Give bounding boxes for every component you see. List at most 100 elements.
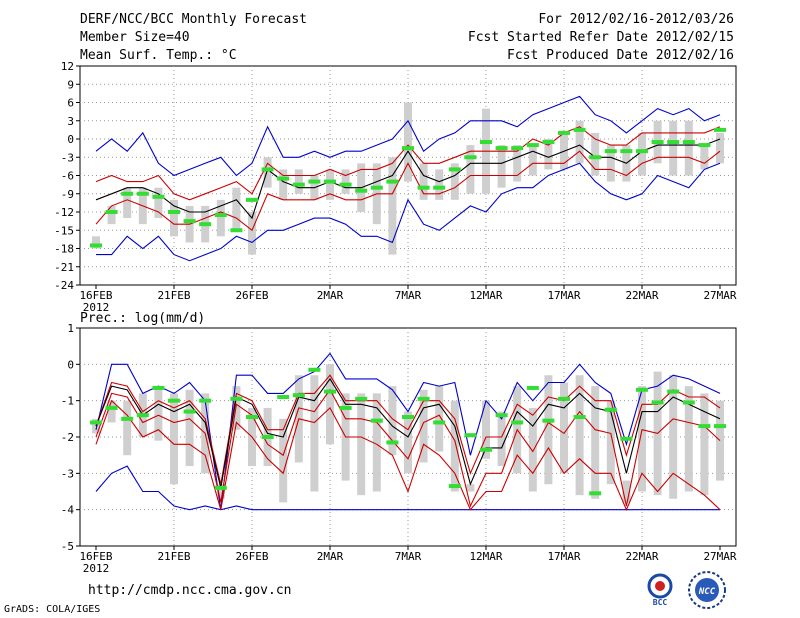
forecast-period: For 2012/02/16-2012/03/26: [538, 12, 734, 27]
temp-ytick-label: -15: [54, 224, 74, 237]
temp-ensemble-box: [216, 199, 225, 237]
prec-upper-line: [95, 374, 721, 485]
prec-xtick-label: 16FEB: [79, 550, 112, 563]
temp-ensemble-box: [248, 212, 256, 255]
prec-observed-marker: [495, 413, 508, 418]
prec-observed-marker: [105, 405, 118, 410]
prec-observed-marker: [651, 400, 664, 405]
member-size: Member Size=40: [80, 30, 190, 45]
temp-observed-marker: [542, 140, 555, 145]
prec-observed-marker: [246, 415, 258, 420]
bcc-logo-text: BCC: [653, 598, 668, 607]
temp-ensemble-box: [528, 145, 537, 176]
prec-observed-marker: [370, 418, 383, 423]
prec-ensemble-box: [482, 400, 490, 459]
temp-ensemble-box: [232, 187, 241, 231]
prec-ensemble-box: [497, 411, 506, 467]
prec-ensemble-box: [170, 393, 178, 485]
temp-observed-marker: [698, 143, 711, 148]
temp-observed-marker: [152, 194, 165, 199]
temp-observed-marker: [402, 146, 414, 151]
prec-ensemble-box: [716, 400, 724, 481]
prec-ytick-label: -2: [61, 431, 74, 444]
prec-observed-marker: [542, 418, 555, 423]
temp-observed-marker: [714, 127, 726, 132]
temp-observed-marker: [620, 149, 633, 154]
forecast-produced-date: Fcst Produced Date 2012/02/16: [507, 48, 734, 63]
temp-observed-marker: [682, 140, 695, 145]
footer-url[interactable]: http://cmdp.ncc.cma.gov.cn: [88, 583, 292, 598]
temp-ensemble-box: [591, 132, 600, 176]
prec-observed-marker: [261, 435, 274, 439]
prec-ensemble-box: [450, 400, 459, 492]
prec-ensemble-box: [528, 407, 537, 492]
prec-observed-marker: [136, 413, 149, 418]
temp-ytick-label: -18: [54, 243, 74, 256]
prec-observed-marker: [558, 396, 570, 401]
prec-observed-marker: [698, 424, 711, 429]
prec-observed-marker: [433, 420, 446, 425]
prec-ensemble-box: [154, 386, 163, 441]
temp-min-line: [96, 162, 721, 262]
temp-observed-marker: [573, 127, 586, 132]
temp-observed-marker: [386, 179, 399, 184]
prec-observed-marker: [682, 400, 695, 405]
prec-ensemble-box: [310, 375, 319, 492]
prec-observed-marker: [526, 385, 539, 390]
prec-observed-marker: [589, 491, 602, 496]
prec-ensemble-box: [466, 484, 475, 492]
prec-ensemble-box: [216, 484, 225, 499]
temp-ensemble-box: [466, 145, 475, 194]
temp-ensemble-box: [388, 157, 397, 255]
prec-observed-marker: [355, 396, 368, 401]
chart-title: DERF/NCC/BCC Monthly Forecast: [80, 12, 307, 27]
prec-observed-marker: [714, 424, 726, 429]
temp-ensemble-box: [154, 187, 163, 219]
temp-observed-marker: [355, 188, 368, 193]
bcc-logo: BCC: [640, 572, 680, 608]
prec-ytick-label: -5: [61, 540, 74, 553]
temp-observed-marker: [526, 143, 539, 148]
temp-observed-marker: [558, 130, 570, 135]
prec-observed-marker: [214, 485, 227, 490]
temp-observed-marker: [495, 146, 508, 151]
temp-lower-line: [95, 150, 721, 232]
temp-ensemble-box: [716, 132, 724, 164]
temp-ensemble-box: [450, 163, 459, 200]
prec-xtick-label: 26FEB: [235, 550, 268, 563]
prec-ensemble-box: [419, 389, 428, 463]
temp-ensemble-box: [435, 169, 444, 200]
bcc-logo-icon: BCC: [647, 573, 673, 607]
temp-observed-marker: [417, 185, 430, 190]
temp-observed-marker: [292, 182, 305, 187]
temp-ensemble-box: [419, 163, 428, 200]
temp-ytick-label: 12: [61, 60, 74, 73]
temp-observed-marker: [667, 140, 680, 145]
temp-ensemble-box: [326, 169, 334, 200]
prec-ensemble-box: [684, 386, 693, 492]
prec-observed-marker: [402, 415, 414, 420]
temp-ytick-label: -3: [61, 151, 74, 164]
temp-ytick-label: 9: [67, 78, 74, 91]
temp-observed-marker: [308, 179, 321, 184]
prec-observed-marker: [448, 484, 461, 489]
temp-observed-marker: [464, 155, 477, 160]
temp-observed-marker: [277, 176, 290, 181]
temp-observed-marker: [511, 146, 524, 151]
prec-xtick-label: 2MAR: [317, 550, 344, 563]
temp-ytick-label: -21: [54, 261, 74, 274]
variable-label: Mean Surf. Temp.: °C: [80, 48, 237, 63]
prec-ensemble-box: [700, 393, 709, 496]
ncc-logo-icon: NCC: [688, 571, 726, 609]
temp-ensemble-box: [404, 102, 412, 182]
temp-ensemble-box: [341, 169, 350, 194]
prec-ensemble-box: [560, 382, 568, 474]
prec-ensemble-box: [404, 411, 412, 474]
prec-xtick-label: 22MAR: [625, 550, 658, 563]
temp-observed-marker: [589, 155, 602, 160]
temp-max-line: [95, 95, 721, 177]
prec-ensemble-box: [544, 375, 553, 485]
prec-observed-marker: [152, 385, 165, 390]
prec-ensemble-box: [326, 364, 334, 445]
temp-ensemble-box: [107, 205, 116, 225]
